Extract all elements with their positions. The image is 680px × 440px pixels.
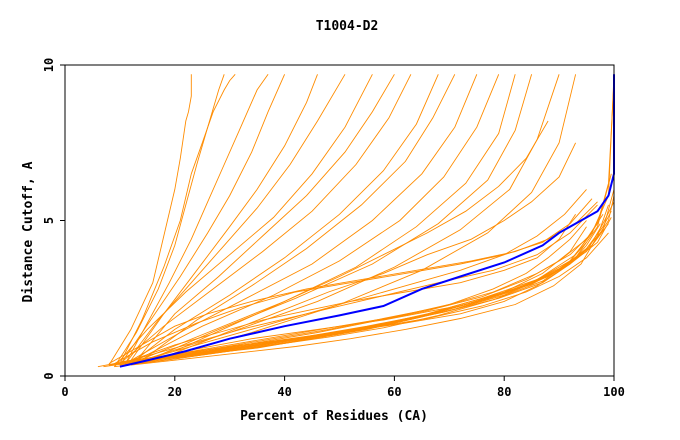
series-line-5 [119, 74, 286, 366]
series-line-40 [141, 189, 587, 361]
x-axis-label: Percent of Residues (CA) [240, 409, 428, 424]
x-tick-label: 0 [61, 385, 68, 399]
series-line-9 [136, 74, 395, 361]
y-axis-label: Distance Cutoff, A [21, 161, 36, 302]
y-tick-label: 10 [42, 58, 56, 72]
series-line-33 [114, 223, 601, 365]
series-line-4 [125, 74, 269, 364]
series-line-37 [108, 201, 598, 364]
x-tick-label: 80 [497, 385, 511, 399]
series-line-13 [125, 74, 478, 364]
series-line-30 [163, 207, 604, 358]
series-line-3 [114, 74, 225, 367]
series-line-39 [130, 204, 598, 361]
series-line-41 [163, 142, 577, 358]
series-line-15 [130, 74, 516, 365]
ticks-layer: 0 20 40 60 80 100 0 5 10 [42, 58, 625, 399]
series-line-22 [119, 189, 615, 366]
series-line-21 [114, 173, 612, 368]
series-line-38 [114, 198, 593, 364]
highlight-layer [119, 74, 615, 368]
x-tick-label: 40 [277, 385, 291, 399]
series-line-14 [136, 74, 500, 361]
series-line-27 [147, 217, 612, 361]
highlight-series-line [119, 74, 615, 368]
x-tick-label: 60 [387, 385, 401, 399]
series-line-36 [119, 232, 609, 363]
series-line-31 [174, 220, 587, 355]
series-line-34 [108, 242, 587, 366]
series-layer [97, 74, 615, 368]
series-line-23 [125, 201, 615, 365]
series-line-10 [119, 74, 412, 364]
series-line-42 [174, 120, 549, 352]
x-tick-label: 100 [603, 385, 625, 399]
series-line-1 [108, 74, 192, 366]
series-line-16 [147, 74, 533, 361]
series-line-11 [130, 74, 439, 364]
series-line-6 [130, 74, 318, 361]
series-line-32 [185, 226, 587, 352]
x-tick-label: 20 [168, 385, 182, 399]
y-tick-label: 5 [42, 217, 56, 224]
y-tick-label: 0 [42, 372, 56, 379]
series-line-8 [114, 74, 373, 367]
series-line-2 [119, 74, 236, 364]
series-line-18 [152, 74, 577, 361]
chart-title: T1004-D2 [316, 19, 379, 34]
